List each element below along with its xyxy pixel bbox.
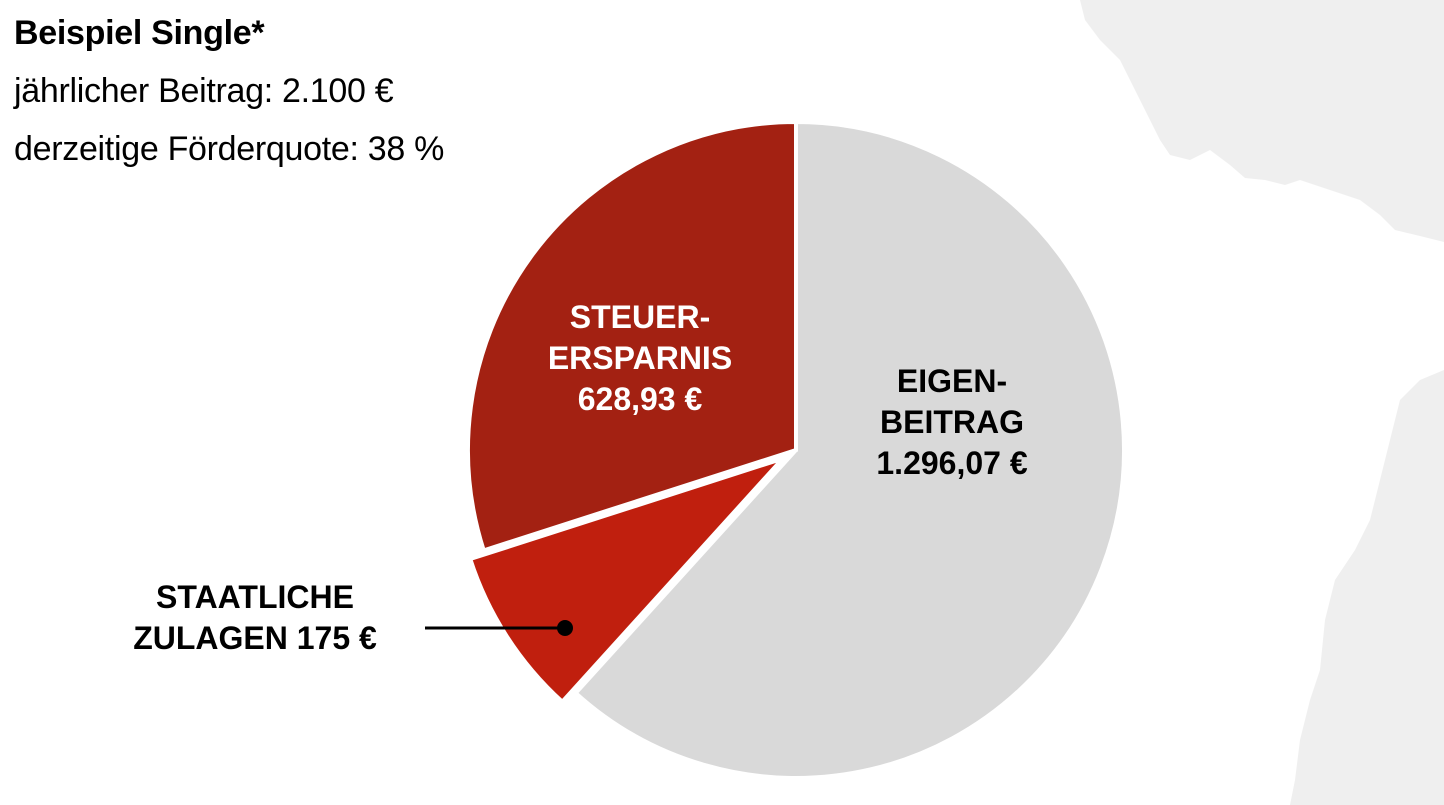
chart-title: Beispiel Single* (14, 14, 265, 52)
slice-eigenbeitrag (572, 119, 1126, 780)
slice-eigenbeitrag-label: 1.296,07 € (876, 445, 1027, 481)
leader-dot (557, 620, 573, 636)
slice-staatliche-zulagen (467, 454, 790, 705)
slice-staatliche-zulagen-label: ZULAGEN 175 € (133, 620, 377, 656)
slice-steuerersparnis-label: ERSPARNIS (548, 340, 732, 376)
slice-steuerersparnis-label: 628,93 € (578, 381, 703, 417)
subtitle-funding-rate: derzeitige Förderquote: 38 % (14, 130, 445, 168)
slice-steuerersparnis (466, 119, 798, 553)
slice-eigenbeitrag-label: EIGEN- (897, 363, 1007, 399)
slice-steuerersparnis-label: STEUER- (570, 299, 710, 335)
subtitle-annual-contribution: jährlicher Beitrag: 2.100 € (14, 72, 394, 110)
pie-chart (466, 119, 1126, 780)
slice-staatliche-zulagen-label: STAATLICHE (156, 579, 354, 615)
background-map (1080, 0, 1444, 805)
slice-eigenbeitrag-label: BEITRAG (880, 404, 1024, 440)
